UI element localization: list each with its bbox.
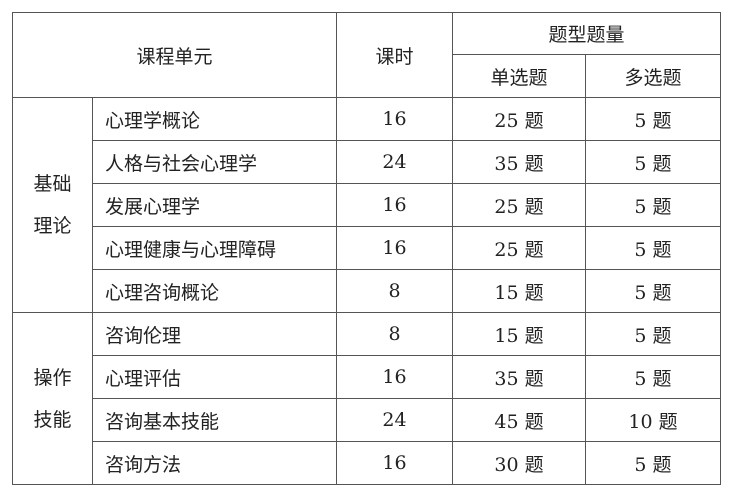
header-multi-choice: 多选题 — [585, 54, 721, 98]
group-label: 基础 理论 — [12, 97, 93, 313]
multi-choice-cell: 5 题 — [585, 97, 721, 141]
table-row: 咨询基本技能 24 45 题 10 题 — [13, 398, 721, 442]
group-label-line: 理论 — [33, 215, 72, 237]
hours-cell: 8 — [336, 269, 453, 313]
hours-cell: 24 — [336, 398, 453, 442]
unit-name: 心理学概论 — [92, 97, 337, 141]
multi-choice-cell: 10 题 — [585, 398, 721, 442]
unit-name: 心理健康与心理障碍 — [92, 226, 337, 270]
hours-cell: 16 — [336, 97, 453, 141]
multi-choice-cell: 5 题 — [585, 226, 721, 270]
hours-cell: 8 — [336, 312, 453, 356]
unit-name: 发展心理学 — [92, 183, 337, 227]
header-hours: 课时 — [336, 12, 453, 98]
header-question-types: 题型题量 — [452, 12, 721, 55]
hours-cell: 24 — [336, 140, 453, 184]
multi-choice-cell: 5 题 — [585, 183, 721, 227]
header-single-choice: 单选题 — [452, 54, 586, 98]
single-choice-cell: 15 题 — [452, 312, 586, 356]
multi-choice-cell: 5 题 — [585, 140, 721, 184]
unit-name: 咨询伦理 — [92, 312, 337, 356]
single-choice-cell: 15 题 — [452, 269, 586, 313]
unit-name: 咨询方法 — [92, 441, 337, 485]
single-choice-cell: 35 题 — [452, 140, 586, 184]
multi-choice-cell: 5 题 — [585, 269, 721, 313]
header-unit: 课程单元 — [12, 12, 337, 98]
multi-choice-cell: 5 题 — [585, 312, 721, 356]
unit-name: 心理咨询概论 — [92, 269, 337, 313]
unit-name: 咨询基本技能 — [92, 398, 337, 442]
single-choice-cell: 25 题 — [452, 226, 586, 270]
hours-cell: 16 — [336, 441, 453, 485]
single-choice-cell: 25 题 — [452, 97, 586, 141]
multi-choice-cell: 5 题 — [585, 441, 721, 485]
hours-cell: 16 — [336, 355, 453, 399]
group-label-line: 基础 — [33, 173, 72, 195]
single-choice-cell: 25 题 — [452, 183, 586, 227]
single-choice-cell: 45 题 — [452, 398, 586, 442]
header-row: 课程单元 课时 题型题量 — [12, 12, 721, 98]
hours-cell: 16 — [336, 226, 453, 270]
group-label-line: 操作 — [33, 366, 72, 389]
group-label: 操作 技能 — [12, 312, 93, 485]
hours-cell: 16 — [336, 183, 453, 227]
single-choice-cell: 35 题 — [452, 355, 586, 399]
multi-choice-cell: 5 题 — [585, 355, 721, 399]
single-choice-cell: 30 题 — [452, 441, 586, 485]
header-subrow: 单选题 多选题 — [13, 54, 721, 98]
unit-name: 心理评估 — [92, 355, 337, 399]
group-label-line: 技能 — [33, 408, 72, 431]
unit-name: 人格与社会心理学 — [92, 140, 337, 184]
